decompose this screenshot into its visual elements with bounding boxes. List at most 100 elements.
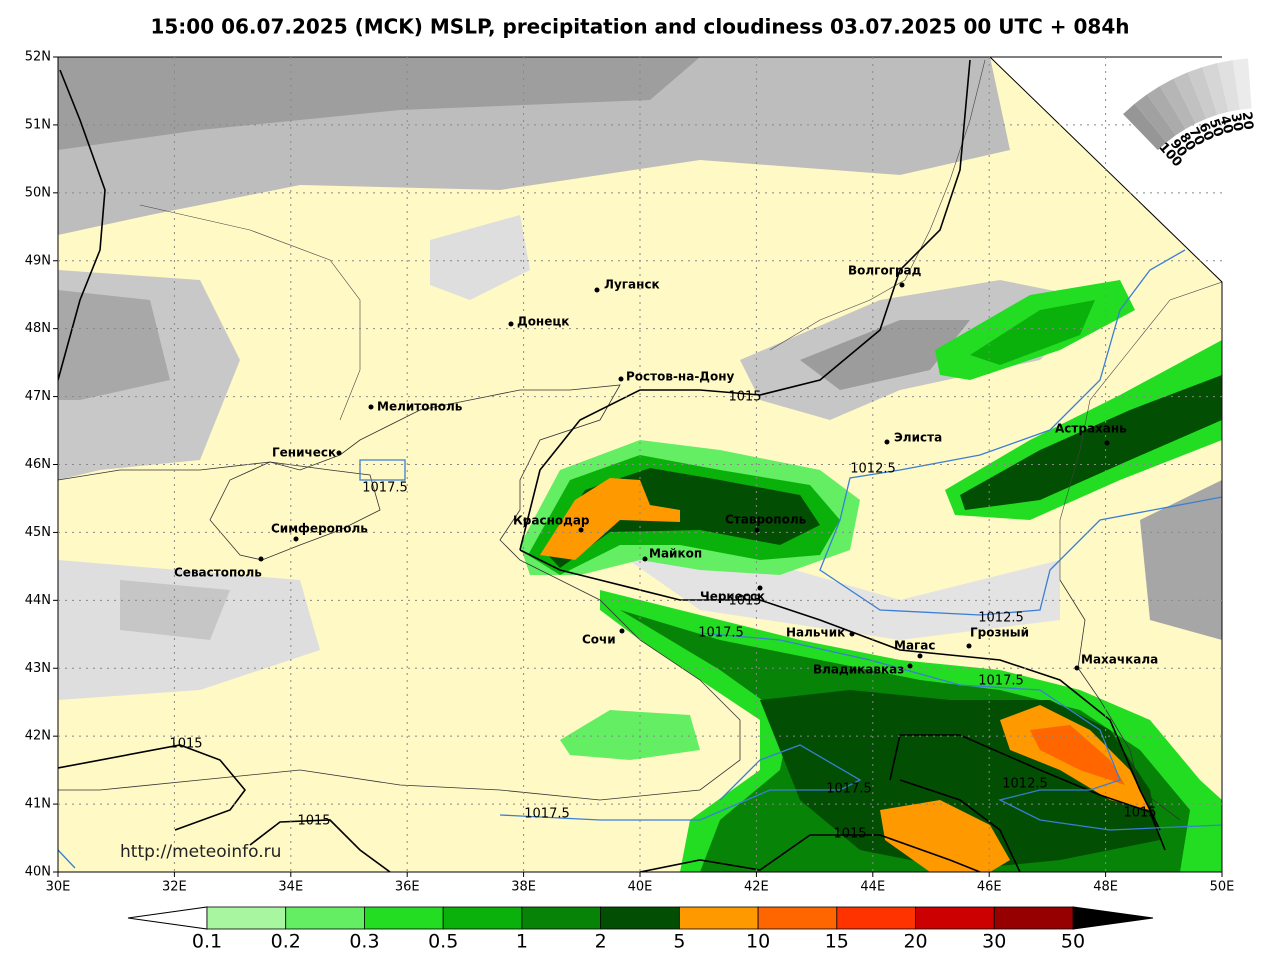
colorbar-segment [600,906,680,930]
isobar-labels: 1015 1012.5 1017.5 1015 1017.5 1012.5 10… [169,390,1156,842]
colorbar-arrow [127,906,208,930]
cloud-label: 60 [1195,121,1216,144]
cloud-wedge [1202,63,1229,115]
city-label: Донецк [517,315,569,329]
cloud-label: 50 [1206,117,1226,139]
cloud-wedge [1134,94,1176,143]
isobar-label: 1015 [1123,806,1156,821]
lon-label: 46E [977,880,1002,895]
city-label: Сочи [582,633,616,647]
city-label: Магас [894,639,936,653]
colorbar-segment [757,906,838,930]
isobar-label: 1017.5 [978,674,1024,689]
city-label: Астрахань [1055,422,1127,436]
lat-label: 46N [25,457,51,472]
lon-label: 38E [511,880,536,895]
colorbar-segment [521,906,602,930]
lon-label: 30E [46,880,71,895]
isobar-label: 1012.5 [978,611,1024,626]
lat-label: 43N [25,661,51,676]
colorbar-label: 5 [673,931,685,953]
colorbar-segment [364,906,444,930]
colorbar-segment [285,906,365,930]
city-labels: Луганск Донецк Ростов-на-Дону Мелитополь… [174,264,1158,677]
cloud-wedge [1232,58,1252,110]
isobar-label: 1012.5 [850,462,896,477]
lat-label: 41N [25,797,51,812]
lat-label: 44N [25,593,51,608]
city-markers [258,282,1110,671]
city-label: Элиста [894,431,942,445]
colorbar-label: 2 [595,931,607,953]
map-title: 15:00 06.07.2025 (MCK) MSLP, precipitati… [150,15,1129,39]
lon-label: 36E [395,880,420,895]
colorbar-segment [915,906,995,930]
colorbar-label: 50 [1061,931,1085,953]
city-label: Ставрополь [725,513,807,527]
lon-label: 48E [1093,880,1118,895]
colorbar-label: 0.1 [192,931,222,953]
colorbar-label: 15 [825,931,849,953]
isobar-label: 1017.5 [826,782,872,797]
isobar-label: 1015 [833,827,866,842]
cloud-wedge [1159,78,1196,129]
cloud-wedge [1187,67,1218,119]
isobar-label: 1015 [169,737,202,752]
colorbar-segment [836,906,916,930]
colorbar-segment [442,906,523,930]
city-label: Черкесск [700,590,765,604]
isobar-label: 1017.5 [362,481,408,496]
lat-label: 49N [25,253,51,268]
city-label: Махачкала [1081,653,1158,667]
city-label: Грозный [970,626,1029,640]
lon-label: 44E [860,880,885,895]
cloud-label: 30 [1227,112,1245,133]
isobar-label: 1017.5 [524,807,570,822]
cloud-wedge [1173,72,1207,124]
colorbar-label: 0.2 [271,931,301,953]
lat-label: 40N [25,865,51,880]
lat-label: 45N [25,525,51,540]
city-label: Ростов-на-Дону [626,370,735,384]
lat-label: 52N [25,50,51,65]
lon-label: 40E [628,880,653,895]
city-label: Владикавказ [813,663,904,677]
city-label: Краснодар [513,514,590,528]
lon-label: 32E [162,880,187,895]
city-label: Волгоград [848,264,922,278]
lat-label: 51N [25,117,51,132]
colorbar-segment [993,906,1074,930]
cloud-label: 20 [1239,111,1256,131]
isobar-label: 1015 [728,390,761,405]
lat-label: 48N [25,321,51,336]
colorbar-label: 20 [903,931,927,953]
city-label: Геническ [272,446,336,460]
city-label: Севастополь [174,566,262,580]
lon-label: 34E [278,880,303,895]
colorbar-label: 10 [746,931,770,953]
isobar-label: 1012.5 [1002,777,1048,792]
colorbar-label: 0.3 [349,931,379,953]
city-label: Симферополь [271,522,368,536]
source-url: http://meteoinfo.ru [120,842,281,862]
lon-label: 50E [1210,880,1235,895]
isobar-label: 1017.5 [698,626,744,641]
lon-label: 42E [744,880,769,895]
cloud-wedge [1123,103,1167,151]
colorbar-arrow [1072,906,1154,930]
lat-label: 47N [25,389,51,404]
city-label: Мелитополь [377,400,463,414]
isobar-label: 1015 [297,814,330,829]
city-label: Нальчик [786,626,845,640]
city-label: Майкоп [649,547,702,561]
axis-labels: 52N51N50N49N48N47N46N45N44N43N42N41N40N3… [25,50,1235,895]
colorbar-segment [206,906,287,930]
cloud-label: 40 [1216,114,1235,135]
lat-label: 42N [25,729,51,744]
lat-label: 50N [25,185,51,200]
isobar-label: 1015 [728,594,761,609]
colorbar-label: 30 [982,931,1006,953]
colorbar-label: 1 [516,931,528,953]
